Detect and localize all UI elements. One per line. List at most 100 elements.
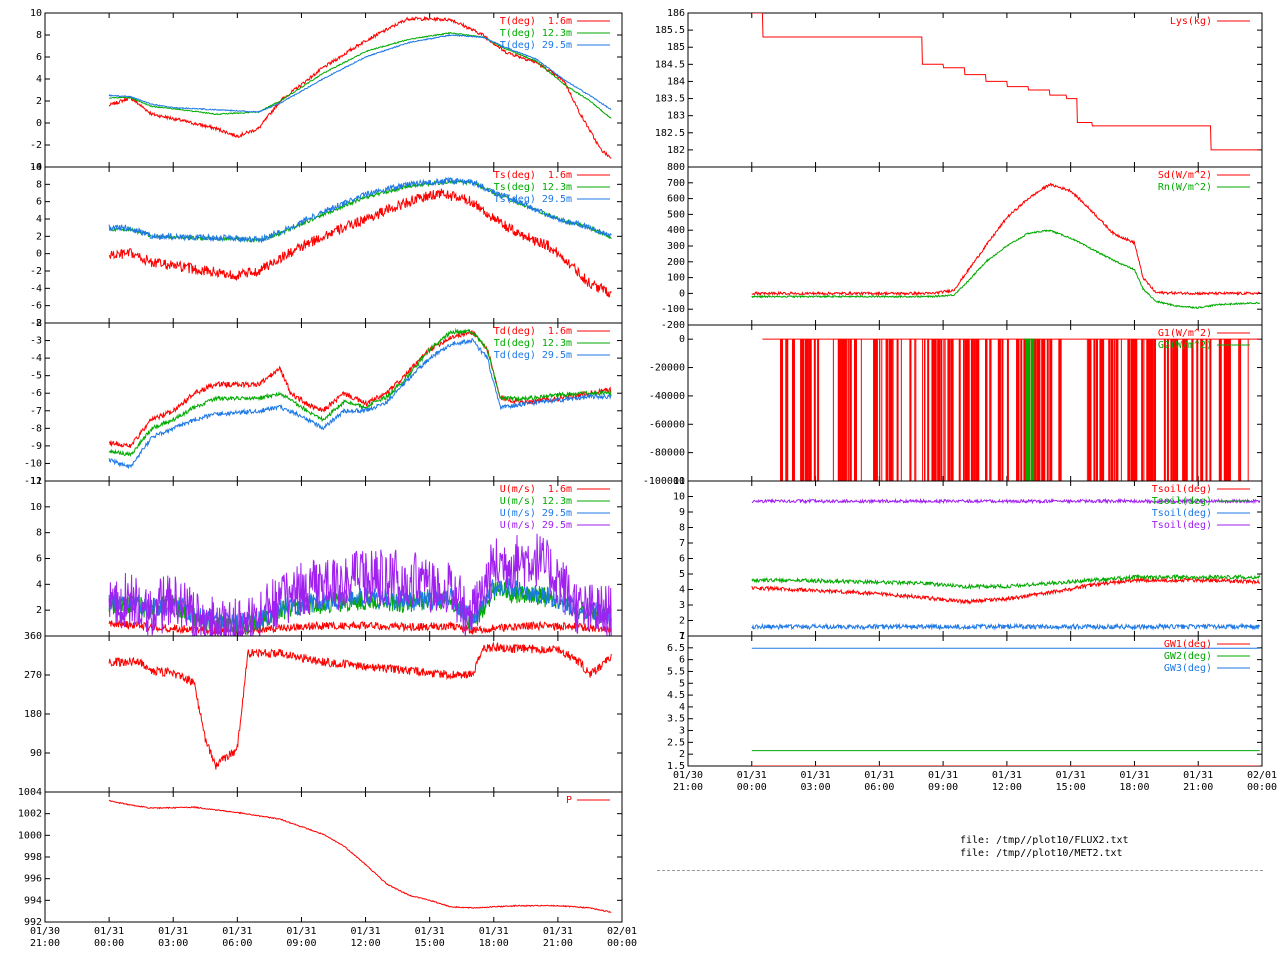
y-tick-label: 100	[667, 273, 685, 284]
spike-bar	[1227, 339, 1231, 481]
spike-bar	[1148, 339, 1152, 481]
legend-label: P	[566, 795, 572, 806]
series-line-red	[108, 619, 612, 636]
x-tick-date: 01/31	[1056, 770, 1086, 781]
plot-area	[108, 327, 612, 470]
x-tick-date: 01/31	[992, 770, 1022, 781]
y-tick-label: 4.5	[667, 690, 685, 701]
spike-bar	[944, 339, 946, 481]
spike-bar	[1141, 339, 1144, 481]
x-tick-date: 01/31	[479, 926, 509, 937]
spike-bar	[1247, 339, 1249, 481]
y-tick-label: 300	[667, 241, 685, 252]
x-tick-time: 00:00	[1247, 782, 1277, 793]
spike-bar	[1183, 339, 1186, 481]
spike-bar	[976, 339, 980, 481]
x-tick-date: 01/31	[158, 926, 188, 937]
series-line-blue	[108, 34, 612, 113]
spike-bar	[1153, 339, 1156, 481]
y-tick-label: 6	[36, 197, 42, 208]
spike-bar	[1146, 339, 1150, 481]
series-line-green	[108, 327, 612, 458]
x-tick-time: 18:00	[1119, 782, 1149, 793]
y-tick-label: 4	[679, 702, 685, 713]
y-tick-label: 183	[667, 111, 685, 122]
spike-bar	[963, 339, 965, 481]
spike-bar	[809, 339, 812, 481]
spike-bar	[1036, 339, 1040, 481]
spike-bar	[1043, 339, 1046, 481]
spike-bar	[1223, 339, 1226, 481]
panel-td: -11-10-9-8-7-6-5-4-3-2Td(deg) 1.6mTd(deg…	[24, 318, 623, 487]
spike-bar	[1170, 339, 1173, 481]
y-tick-label: -8	[30, 423, 42, 434]
spike-bar	[1006, 339, 1009, 481]
spike-bar	[1093, 339, 1096, 481]
spike-bar	[943, 339, 945, 481]
series-line-violet	[751, 497, 1261, 505]
spike-bar	[989, 339, 992, 481]
y-tick-label: 3.5	[667, 714, 685, 725]
spike-bar	[832, 339, 834, 481]
legend-label: GW3(deg)	[1164, 663, 1212, 674]
y-tick-label: 5	[679, 678, 685, 689]
y-tick-label: 2	[36, 231, 42, 242]
y-tick-label: 800	[667, 162, 685, 173]
y-tick-label: 185	[667, 42, 685, 53]
x-tick-time: 00:00	[94, 938, 124, 949]
y-tick-label: 11	[673, 476, 685, 487]
y-tick-label: 2.5	[667, 737, 685, 748]
y-tick-label: -3	[30, 336, 42, 347]
y-tick-label: -6	[30, 388, 42, 399]
spike-bar	[1110, 339, 1114, 481]
spike-bar	[808, 339, 811, 481]
x-tick-date: 02/01	[607, 926, 637, 937]
x-tick-date: 01/31	[801, 770, 831, 781]
series-green	[1023, 338, 1035, 481]
spike-bar	[1058, 339, 1061, 481]
legend-label: Tsoil(deg)	[1152, 484, 1212, 495]
spike-bar	[1020, 339, 1023, 481]
series-line-green	[108, 31, 612, 119]
legend-label: Ts(deg) 12.3m	[494, 182, 572, 193]
y-tick-label: 3	[679, 726, 685, 737]
y-tick-label: -9	[30, 441, 42, 452]
spike-bar	[1000, 339, 1002, 481]
y-tick-label: 1.5	[667, 761, 685, 772]
spike-bar	[1046, 339, 1049, 481]
x-tick-date: 01/31	[222, 926, 252, 937]
spike-bar	[915, 339, 917, 481]
legend-label: G2(W/m^2)	[1158, 340, 1212, 351]
y-tick-label: 4	[679, 585, 685, 596]
spike-bar	[853, 339, 857, 481]
y-tick-label: 994	[24, 895, 42, 906]
legend-label: GW2(deg)	[1164, 651, 1212, 662]
y-tick-label: 0	[679, 288, 685, 299]
spike-bar	[1030, 339, 1033, 481]
spike-bar	[1218, 339, 1222, 481]
spike-bar	[1049, 339, 1053, 481]
file-list: file: /tmp//plot10/FLUX2.txt file: /tmp/…	[960, 834, 1129, 860]
y-tick-label: 998	[24, 852, 42, 863]
y-tick-label: -7	[30, 406, 42, 417]
y-tick-label: 10	[30, 502, 42, 513]
legend-label: T(deg) 12.3m	[500, 28, 572, 39]
y-tick-label: 8	[679, 523, 685, 534]
spike-bar	[1192, 339, 1194, 481]
dashed-divider	[657, 870, 1263, 871]
plot-area	[762, 338, 1260, 481]
y-tick-label: -80000	[649, 448, 685, 459]
y-tick-label: 182	[667, 145, 685, 156]
x-tick-date: 01/31	[928, 770, 958, 781]
y-tick-label: 6	[36, 52, 42, 63]
x-tick-time: 06:00	[864, 782, 894, 793]
legend-label: Ts(deg) 29.5m	[494, 194, 572, 205]
plot-area	[108, 533, 612, 636]
plot-area	[108, 15, 612, 159]
spike-bar	[1016, 339, 1020, 481]
panel-tsoil: 1234567891011Tsoil(deg)Tsoil(deg)Tsoil(d…	[673, 476, 1263, 642]
spike-bar	[1001, 339, 1004, 481]
y-tick-label: 8	[36, 528, 42, 539]
y-tick-label: 6	[679, 554, 685, 565]
